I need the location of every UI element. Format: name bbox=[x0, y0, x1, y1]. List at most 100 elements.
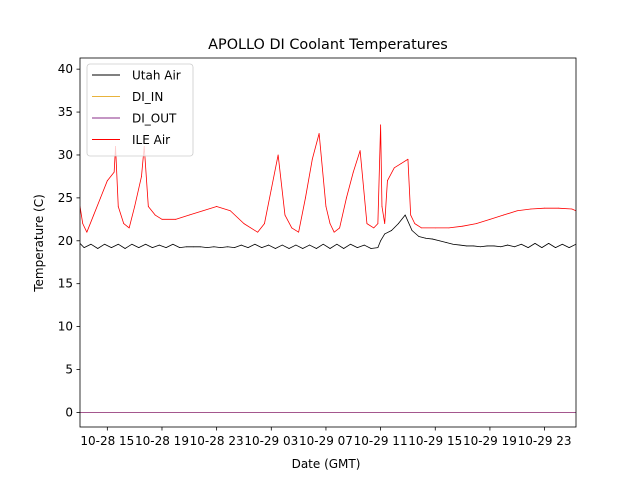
data-point-utah-air bbox=[213, 246, 215, 248]
series-layer bbox=[80, 124, 576, 413]
data-point-utah-air bbox=[391, 230, 392, 231]
data-point-utah-air bbox=[411, 230, 413, 231]
data-point-utah-air bbox=[124, 248, 126, 249]
data-point-utah-air bbox=[500, 246, 502, 248]
x-tick-label: 10-29 15 bbox=[408, 434, 462, 448]
data-point-utah-air bbox=[165, 247, 167, 249]
data-point-ile-air bbox=[393, 167, 395, 169]
data-point-ile-air bbox=[147, 206, 149, 207]
data-point-utah-air bbox=[234, 247, 235, 249]
data-point-utah-air bbox=[199, 246, 201, 248]
data-point-utah-air bbox=[363, 244, 365, 246]
data-point-utah-air bbox=[561, 243, 563, 245]
data-point-utah-air bbox=[527, 247, 529, 249]
x-tick-label: 10-29 23 bbox=[518, 434, 572, 448]
data-point-utah-air bbox=[138, 247, 140, 249]
x-tick-label: 10-29 19 bbox=[463, 434, 517, 448]
data-point-ile-air bbox=[284, 214, 286, 216]
data-point-utah-air bbox=[302, 248, 304, 249]
y-tick-label: 15 bbox=[58, 277, 73, 291]
data-point-ile-air bbox=[475, 223, 477, 225]
y-tick-label: 0 bbox=[65, 405, 73, 419]
data-point-utah-air bbox=[131, 243, 133, 245]
data-point-utah-air bbox=[404, 214, 406, 216]
data-point-ile-air bbox=[175, 218, 177, 220]
data-point-utah-air bbox=[397, 223, 399, 225]
y-tick-label: 30 bbox=[58, 148, 73, 162]
data-point-ile-air bbox=[86, 231, 88, 233]
legend-label-di-out: DI_OUT bbox=[132, 112, 177, 126]
data-point-ile-air bbox=[414, 223, 416, 225]
data-point-utah-air bbox=[432, 238, 433, 240]
data-point-utah-air bbox=[343, 248, 345, 249]
data-point-utah-air bbox=[288, 248, 290, 249]
data-point-utah-air bbox=[534, 242, 536, 244]
data-point-ile-air bbox=[93, 214, 95, 216]
data-point-utah-air bbox=[97, 248, 99, 249]
data-point-ile-air bbox=[489, 218, 491, 220]
data-point-ile-air bbox=[571, 208, 573, 210]
data-point-utah-air bbox=[438, 240, 440, 242]
data-point-ile-air bbox=[325, 206, 327, 207]
legend-label-di-in: DI_IN bbox=[132, 90, 163, 104]
data-point-utah-air bbox=[158, 244, 160, 246]
data-point-ile-air bbox=[305, 197, 306, 199]
legend-label-ile-air: ILE Air bbox=[132, 133, 170, 147]
data-point-ile-air bbox=[216, 206, 218, 207]
data-point-utah-air bbox=[452, 243, 454, 245]
data-point-utah-air bbox=[220, 247, 222, 249]
data-point-ile-air bbox=[359, 150, 361, 152]
data-point-utah-air bbox=[336, 243, 338, 245]
data-point-utah-air bbox=[445, 242, 447, 243]
data-point-ile-air bbox=[128, 227, 130, 229]
data-point-utah-air bbox=[493, 245, 495, 247]
data-point-utah-air bbox=[370, 248, 372, 249]
data-point-ile-air bbox=[410, 214, 412, 216]
series-group bbox=[80, 124, 576, 413]
data-point-ile-air bbox=[462, 225, 463, 227]
legend-box bbox=[86, 63, 194, 157]
legend-label-utah-air: Utah Air bbox=[132, 69, 181, 83]
data-point-ile-air bbox=[333, 231, 335, 233]
plot-frame bbox=[79, 57, 577, 428]
data-point-utah-air bbox=[322, 243, 324, 245]
x-tick-label: 10-29 11 bbox=[354, 434, 408, 448]
data-point-utah-air bbox=[193, 246, 194, 248]
data-point-utah-air bbox=[186, 246, 187, 248]
data-point-utah-air bbox=[90, 243, 92, 245]
data-point-ile-air bbox=[516, 210, 518, 212]
data-point-ile-air bbox=[329, 223, 331, 225]
data-point-ile-air bbox=[503, 214, 504, 216]
data-point-utah-air bbox=[104, 243, 105, 245]
data-point-ile-air bbox=[134, 206, 136, 207]
data-point-utah-air bbox=[240, 244, 242, 246]
data-point-utah-air bbox=[309, 244, 310, 246]
data-point-ile-air bbox=[106, 180, 108, 182]
data-point-utah-air bbox=[356, 247, 358, 249]
y-axis-title: Temperature (C) bbox=[32, 194, 46, 293]
data-point-ile-air bbox=[377, 223, 379, 225]
x-tick-label: 10-29 07 bbox=[299, 434, 353, 448]
data-point-ile-air bbox=[277, 154, 279, 156]
data-point-ile-air bbox=[291, 227, 293, 229]
data-point-ile-air bbox=[257, 231, 259, 233]
data-point-utah-air bbox=[268, 244, 269, 246]
data-point-ile-air bbox=[557, 207, 559, 209]
data-point-ile-air bbox=[384, 223, 386, 225]
data-point-utah-air bbox=[380, 240, 382, 242]
y-tick-label: 5 bbox=[65, 363, 73, 377]
data-point-utah-air bbox=[466, 245, 468, 247]
data-point-ile-air bbox=[243, 223, 245, 225]
data-point-ile-air bbox=[113, 171, 115, 173]
data-point-ile-air bbox=[100, 197, 101, 199]
data-point-ile-air bbox=[141, 176, 142, 177]
x-tick-label: 10-28 23 bbox=[190, 434, 244, 448]
data-point-ile-air bbox=[270, 188, 272, 190]
data-point-utah-air bbox=[568, 247, 570, 249]
data-point-ile-air bbox=[380, 124, 382, 126]
x-tick-label: 10-28 15 bbox=[80, 434, 134, 448]
data-point-utah-air bbox=[384, 233, 386, 235]
data-point-ile-air bbox=[400, 163, 402, 164]
data-point-utah-air bbox=[425, 237, 427, 239]
data-point-utah-air bbox=[117, 243, 119, 245]
